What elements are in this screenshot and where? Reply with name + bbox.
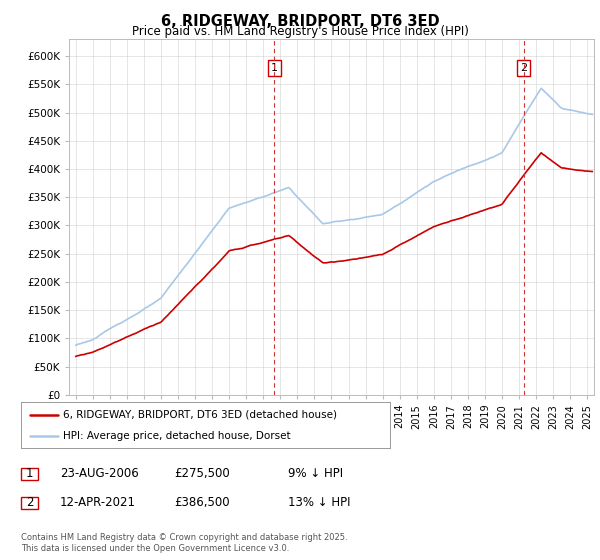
Text: 6, RIDGEWAY, BRIDPORT, DT6 3ED (detached house): 6, RIDGEWAY, BRIDPORT, DT6 3ED (detached…: [64, 410, 337, 420]
Text: 2: 2: [520, 63, 527, 73]
Text: HPI: Average price, detached house, Dorset: HPI: Average price, detached house, Dors…: [64, 431, 291, 441]
Text: 13% ↓ HPI: 13% ↓ HPI: [288, 496, 350, 510]
Text: 2: 2: [26, 496, 33, 510]
Text: Price paid vs. HM Land Registry's House Price Index (HPI): Price paid vs. HM Land Registry's House …: [131, 25, 469, 38]
Text: 9% ↓ HPI: 9% ↓ HPI: [288, 467, 343, 480]
Text: Contains HM Land Registry data © Crown copyright and database right 2025.
This d: Contains HM Land Registry data © Crown c…: [21, 533, 347, 553]
Text: 6, RIDGEWAY, BRIDPORT, DT6 3ED: 6, RIDGEWAY, BRIDPORT, DT6 3ED: [161, 14, 439, 29]
Text: £275,500: £275,500: [174, 467, 230, 480]
Text: 1: 1: [271, 63, 278, 73]
Text: 12-APR-2021: 12-APR-2021: [60, 496, 136, 510]
Text: £386,500: £386,500: [174, 496, 230, 510]
Text: 1: 1: [26, 467, 33, 480]
Text: 23-AUG-2006: 23-AUG-2006: [60, 467, 139, 480]
